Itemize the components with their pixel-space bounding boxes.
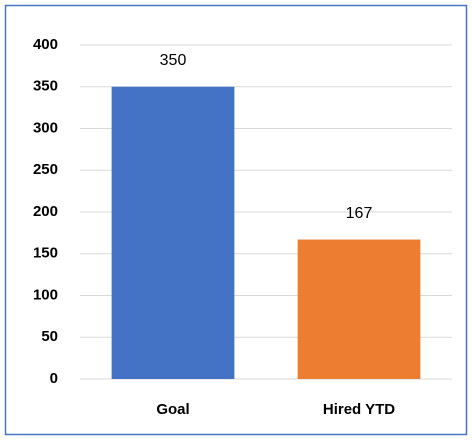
y-tick-label: 50 bbox=[41, 328, 58, 345]
y-tick-label: 250 bbox=[33, 161, 58, 178]
y-tick-label: 150 bbox=[33, 245, 58, 262]
data-label: 167 bbox=[346, 205, 373, 222]
y-tick-label: 200 bbox=[33, 203, 58, 220]
y-tick-label: 350 bbox=[33, 78, 58, 95]
bar bbox=[111, 86, 235, 379]
y-tick-label: 300 bbox=[33, 119, 58, 136]
y-tick-label: 0 bbox=[50, 370, 58, 387]
y-tick-label: 400 bbox=[33, 36, 58, 53]
data-label: 350 bbox=[160, 52, 187, 69]
x-tick-label: Goal bbox=[156, 401, 189, 418]
y-tick-label: 100 bbox=[33, 286, 58, 303]
x-tick-label: Hired YTD bbox=[323, 401, 395, 418]
bar bbox=[297, 239, 421, 379]
